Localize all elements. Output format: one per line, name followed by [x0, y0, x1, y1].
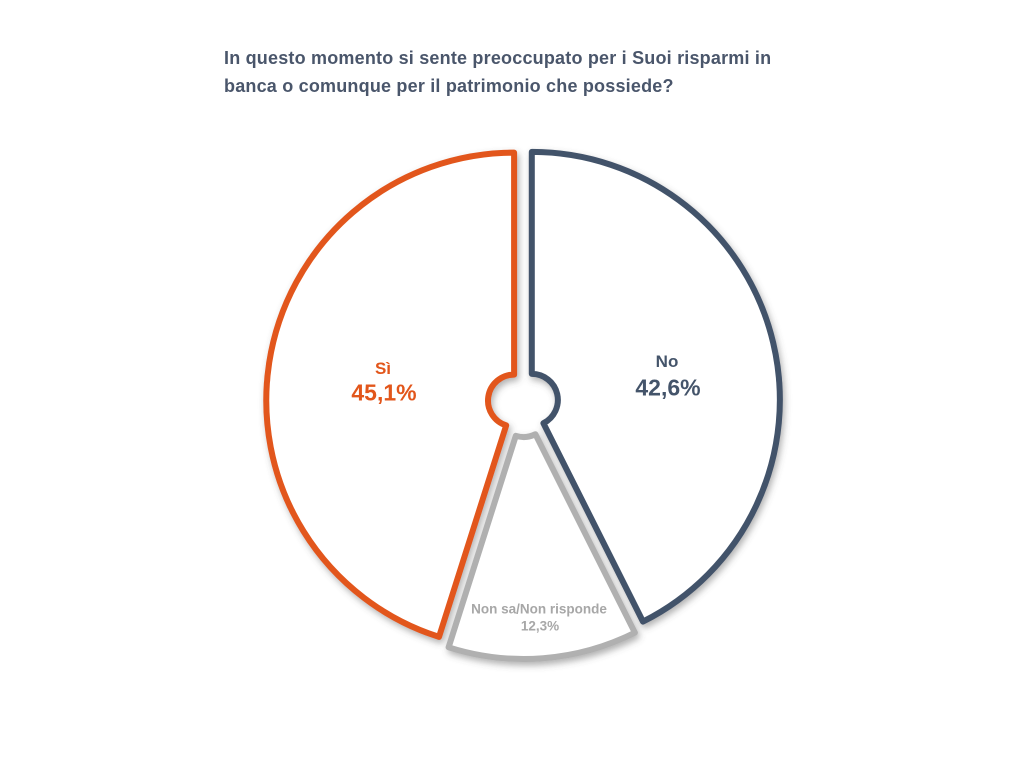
slice-value-si: 45,1%	[351, 379, 417, 406]
pie-slice-si	[263, 149, 518, 640]
slice-label-no: No	[655, 352, 679, 371]
slice-label-si: Sì	[374, 359, 392, 378]
slice-label-non-sa: Non sa/Non risponde	[471, 601, 607, 617]
chart-title-line1: In questo momento si sente preoccupato p…	[224, 48, 772, 68]
slice-value-non-sa: 12,3%	[520, 618, 560, 634]
slice-value-no: 42,6%	[635, 374, 701, 401]
pie-slice-non-sa	[445, 431, 638, 662]
pie-slice-no	[528, 148, 783, 625]
chart-title: In questo momento si sente preoccupato p…	[224, 44, 844, 100]
chart-title-line2: banca o comunque per il patrimonio che p…	[224, 76, 674, 96]
